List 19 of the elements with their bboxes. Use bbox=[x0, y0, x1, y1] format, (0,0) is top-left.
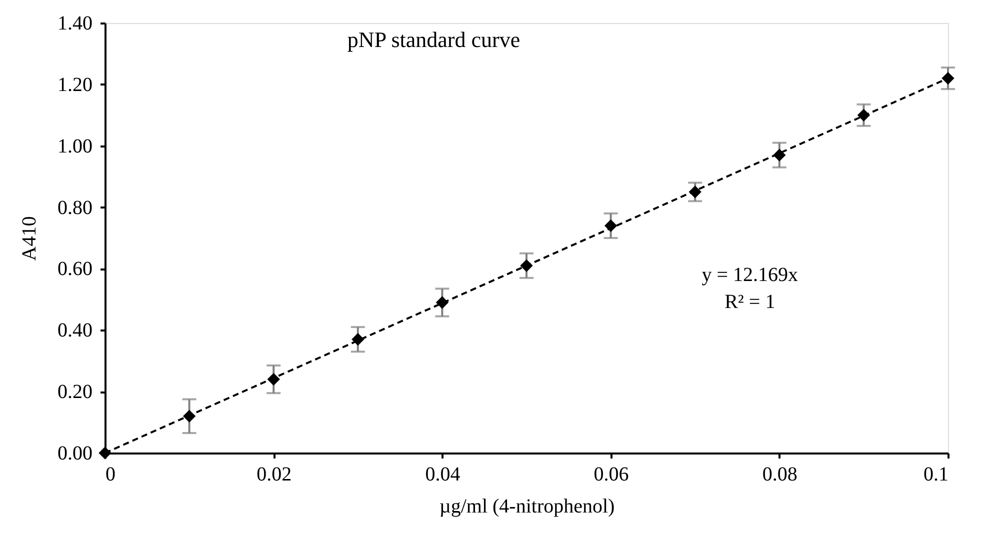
x-tick-label: 0 bbox=[106, 464, 116, 486]
x-tick-label: 0.06 bbox=[594, 464, 629, 486]
y-axis-title: A410 bbox=[18, 216, 40, 261]
chart-title: pNP standard curve bbox=[347, 27, 520, 52]
y-tick-label: 1.40 bbox=[58, 12, 92, 34]
y-tick-label: 1.20 bbox=[58, 74, 92, 96]
x-tick-label: 0.08 bbox=[762, 464, 798, 486]
annotation: y = 12.169x bbox=[702, 264, 798, 286]
y-tick-label: 0.80 bbox=[58, 196, 92, 219]
y-tick-label: 1.00 bbox=[58, 135, 92, 158]
y-tick-label: 0.20 bbox=[58, 381, 92, 404]
y-tick-label: 0.60 bbox=[58, 258, 92, 280]
x-tick-label: 0.1 bbox=[924, 464, 948, 486]
x-axis-title: µg/ml (4-nitrophenol) bbox=[439, 496, 615, 518]
y-tick-label: 0.40 bbox=[58, 320, 92, 342]
x-tick-label: 0.02 bbox=[256, 464, 292, 486]
x-tick-label: 0.04 bbox=[425, 464, 460, 486]
annotation: R² = 1 bbox=[724, 291, 776, 313]
y-tick-label: 0.00 bbox=[58, 442, 92, 464]
